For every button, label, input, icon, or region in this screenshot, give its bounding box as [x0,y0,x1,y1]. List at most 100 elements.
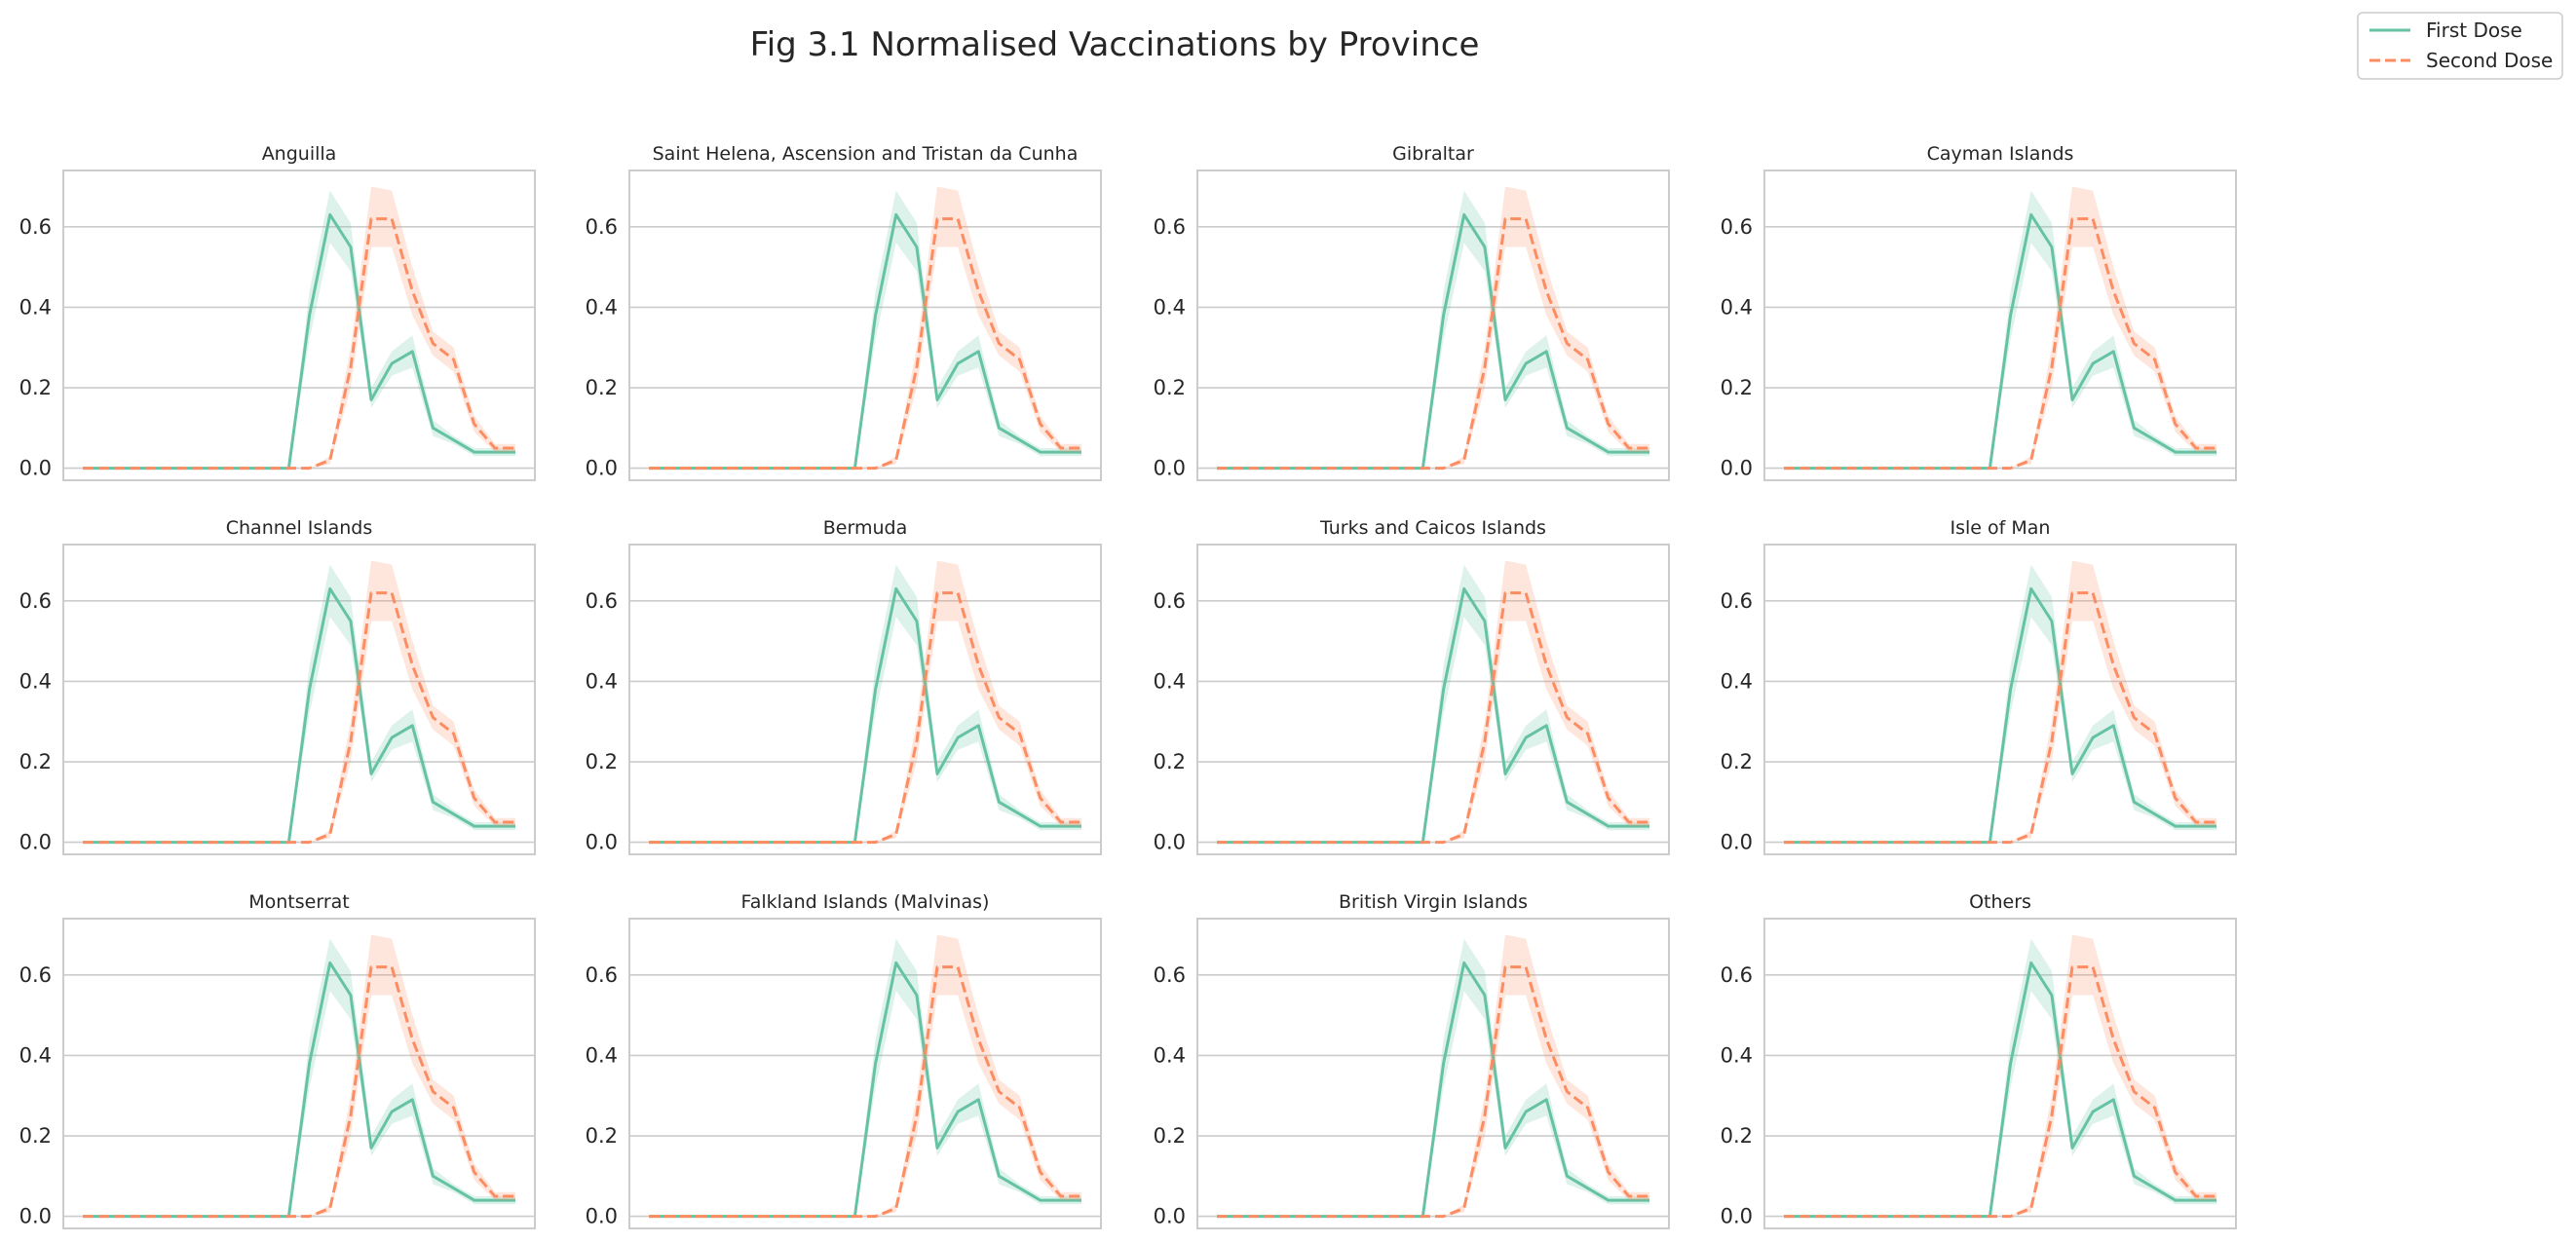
y-tick-label: 0.6 [1154,215,1186,239]
y-tick-label: 0.4 [1154,669,1186,693]
y-tick-label: 0.6 [586,589,618,613]
ci-band-first-dose [649,564,1081,843]
series-line-second-dose [649,965,1081,1219]
series-line-second-dose [1784,965,2216,1219]
ci-band-first-dose [1784,190,2216,469]
panel-frame [1196,544,1670,855]
series-line-second-dose [649,591,1081,845]
y-tick-label: 0.4 [1721,295,1753,319]
y-tick-label: 0.0 [19,831,52,854]
y-tick-label: 0.4 [1721,669,1753,693]
series-line-second-dose [1217,591,1649,845]
y-tick-label: 0.0 [1154,457,1186,480]
y-tick-label: 0.2 [586,1124,618,1148]
y-tick-label: 0.2 [19,376,52,399]
panel-title: Isle of Man [1951,517,2051,539]
panel-title: Montserrat [248,891,349,913]
y-tick-label: 0.6 [1721,589,1753,613]
panel-title: Channel Islands [226,517,372,539]
series-line-first-dose [649,212,1081,471]
series-line-first-dose [1217,212,1649,471]
panel-frame [628,918,1102,1229]
y-tick-label: 0.0 [1721,831,1753,854]
ci-band-first-dose [649,938,1081,1217]
panel-saint-helena-ascension-and-tristan-da-cunha: Saint Helena, Ascension and Tristan da C… [586,143,1102,481]
panel-frame [628,544,1102,855]
series-line-first-dose [1217,586,1649,845]
ci-band-second-dose [1217,934,1649,1217]
ci-band-first-dose [1217,938,1649,1217]
panel-title: British Virgin Islands [1339,891,1528,913]
panel-channel-islands: Channel Islands 0.0 0.2 0.4 0.6 [19,517,536,855]
series-line-second-dose [83,591,515,845]
series-line-second-dose [1217,217,1649,471]
y-tick-label: 0.6 [19,963,52,987]
y-tick-label: 0.2 [1154,750,1186,773]
panel-frame [62,170,536,481]
legend-label-first-dose: First Dose [2426,19,2522,42]
y-tick-label: 0.2 [1721,376,1753,399]
panel-montserrat: Montserrat 0.0 0.2 0.4 0.6 [19,891,536,1229]
panel-frame [1196,918,1670,1229]
panel-title: Falkland Islands (Malvinas) [741,891,990,913]
y-tick-label: 0.2 [19,750,52,773]
y-tick-label: 0.0 [1154,831,1186,854]
y-tick-label: 0.4 [586,669,618,693]
y-tick-label: 0.0 [1721,457,1753,480]
ci-band-second-dose [649,560,1081,843]
ci-band-second-dose [1784,934,2216,1217]
y-tick-label: 0.6 [1721,215,1753,239]
series-line-first-dose [1217,961,1649,1219]
panel-frame [62,918,536,1229]
ci-band-second-dose [1217,186,1649,469]
y-tick-label: 0.0 [586,457,618,480]
series-line-first-dose [83,961,515,1219]
panel-gibraltar: Gibraltar 0.0 0.2 0.4 0.6 [1154,143,1670,481]
series-line-second-dose [83,217,515,471]
ci-band-first-dose [83,938,515,1217]
ci-band-second-dose [649,934,1081,1217]
panel-frame [62,544,536,855]
ci-band-second-dose [1784,560,2216,843]
panel-title: Saint Helena, Ascension and Tristan da C… [653,143,1079,165]
panel-turks-and-caicos-islands: Turks and Caicos Islands 0.0 0.2 0.4 0.6 [1154,517,1670,855]
y-tick-label: 0.2 [586,750,618,773]
panel-title: Others [1969,891,2031,913]
series-line-second-dose [1784,591,2216,845]
y-tick-label: 0.0 [19,1205,52,1228]
legend: First Dose Second Dose [2357,12,2563,80]
ci-band-first-dose [1217,564,1649,843]
y-tick-label: 0.2 [1154,1124,1186,1148]
panel-frame [1763,170,2237,481]
series-line-first-dose [1784,586,2216,845]
y-tick-label: 0.0 [586,1205,618,1228]
y-tick-label: 0.2 [1721,750,1753,773]
series-line-first-dose [83,586,515,845]
panel-frame [628,170,1102,481]
series-line-first-dose [649,961,1081,1219]
panel-frame [1196,170,1670,481]
figure-title: Fig 3.1 Normalised Vaccinations by Provi… [750,25,1480,64]
ci-band-first-dose [83,190,515,469]
y-tick-label: 0.2 [19,1124,52,1148]
y-tick-label: 0.6 [586,963,618,987]
y-tick-label: 0.4 [19,1043,52,1067]
panel-falkland-islands-malvinas: Falkland Islands (Malvinas) 0.0 0.2 0.4 0.6 [586,891,1102,1229]
ci-band-first-dose [83,564,515,843]
series-line-first-dose [649,586,1081,845]
series-line-first-dose [83,212,515,471]
ci-band-second-dose [83,186,515,469]
y-tick-label: 0.6 [1154,963,1186,987]
panel-bermuda: Bermuda 0.0 0.2 0.4 0.6 [586,517,1102,855]
y-tick-label: 0.2 [586,376,618,399]
ci-band-first-dose [1784,564,2216,843]
panel-title: Bermuda [823,517,907,539]
panel-british-virgin-islands: British Virgin Islands 0.0 0.2 0.4 0.6 [1154,891,1670,1229]
y-tick-label: 0.4 [19,669,52,693]
panel-others: Others 0.0 0.2 0.4 0.6 [1721,891,2237,1229]
ci-band-second-dose [1784,186,2216,469]
series-line-second-dose [1217,965,1649,1219]
legend-label-second-dose: Second Dose [2426,49,2553,72]
y-tick-label: 0.2 [1721,1124,1753,1148]
